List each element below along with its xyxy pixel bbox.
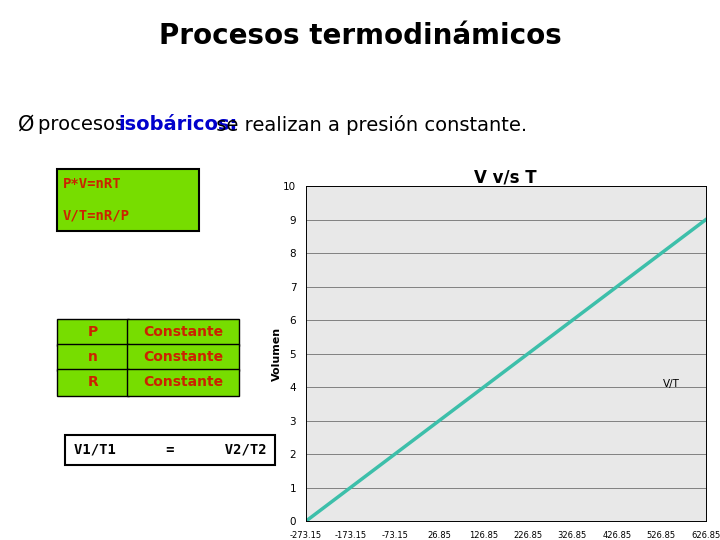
Text: P: P xyxy=(88,326,98,340)
Text: V1/T1      =      V2/T2: V1/T1 = V2/T2 xyxy=(73,443,266,457)
Text: Constante: Constante xyxy=(143,375,223,389)
FancyBboxPatch shape xyxy=(57,369,129,396)
FancyBboxPatch shape xyxy=(57,169,199,231)
Text: P*V=nRT: P*V=nRT xyxy=(63,177,122,191)
Text: R: R xyxy=(88,375,99,389)
Y-axis label: Volumen: Volumen xyxy=(271,327,282,381)
Text: Ø: Ø xyxy=(18,115,35,135)
Text: n: n xyxy=(88,350,98,365)
FancyBboxPatch shape xyxy=(57,319,129,346)
Text: se realizan a presión constante.: se realizan a presión constante. xyxy=(210,115,527,135)
Title: V v/s T: V v/s T xyxy=(474,168,537,186)
FancyBboxPatch shape xyxy=(127,369,239,396)
Text: isobáricos:: isobáricos: xyxy=(118,116,238,134)
Text: Constante: Constante xyxy=(143,350,223,365)
FancyBboxPatch shape xyxy=(127,344,239,371)
Text: V/T=nR/P: V/T=nR/P xyxy=(63,209,130,223)
FancyBboxPatch shape xyxy=(57,344,129,371)
Text: V/T: V/T xyxy=(662,379,680,389)
FancyBboxPatch shape xyxy=(127,319,239,346)
Text: procesos: procesos xyxy=(38,116,131,134)
Text: Ley de Charles y Gay Lussac: Ley de Charles y Gay Lussac xyxy=(405,224,575,237)
Text: Constante: Constante xyxy=(143,326,223,340)
Text: Procesos termodinámicos: Procesos termodinámicos xyxy=(158,23,562,50)
